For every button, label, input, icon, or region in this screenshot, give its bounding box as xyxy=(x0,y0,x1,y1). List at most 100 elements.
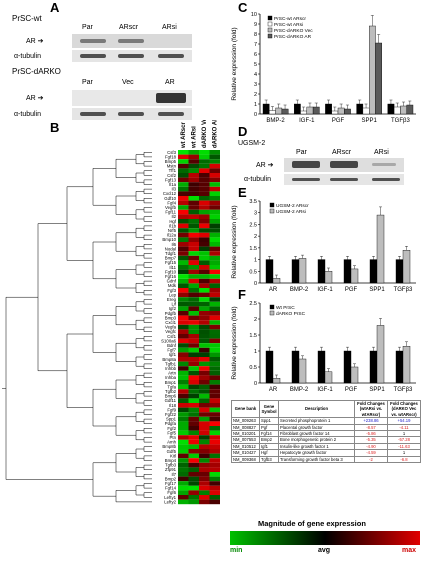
heatmap-cell xyxy=(178,398,189,403)
bar xyxy=(298,258,307,284)
heatmap-cell xyxy=(199,338,210,344)
heatmap-cell xyxy=(199,242,210,247)
y-axis-label: Relative expression (fold) xyxy=(231,27,238,100)
gene-label: Fgf5 xyxy=(167,430,176,435)
gene-label: Amh xyxy=(167,440,176,445)
heatmap-cell xyxy=(178,366,189,371)
heatmap-cell xyxy=(199,150,210,155)
gene-label: Gdnf xyxy=(167,279,177,284)
heatmap-cell xyxy=(209,458,220,463)
heatmap-cell xyxy=(199,380,210,385)
y-tick-label: 2 xyxy=(254,92,257,98)
heatmap-cell xyxy=(209,228,220,233)
gene-label: Lefty1 xyxy=(164,495,176,500)
heatmap-cell xyxy=(178,205,189,210)
heatmap-cell xyxy=(199,467,210,472)
heatmap-cell xyxy=(178,311,189,316)
wt-tub-band-1 xyxy=(118,54,144,58)
heatmap-cell xyxy=(188,352,199,357)
gene-label: Gdf5 xyxy=(167,449,177,454)
heatmap-cell xyxy=(209,485,220,491)
x-tick-label: PGF xyxy=(332,118,345,124)
heatmap-cell xyxy=(209,255,220,261)
gene-label: Tgfb3 xyxy=(165,463,177,468)
heatmap-cell xyxy=(199,453,210,459)
table-cell: -2 xyxy=(354,455,388,464)
heatmap-cell xyxy=(178,426,189,431)
gene-label: Inhbb xyxy=(165,366,176,371)
y-tick-label: 8 xyxy=(254,32,257,38)
wt-tub-band-2 xyxy=(158,54,184,58)
gene-label: Spp1 xyxy=(166,417,177,422)
heatmap-cell xyxy=(188,288,199,293)
y-tick-label: 2.5 xyxy=(249,301,257,307)
heatmap-cell xyxy=(178,306,189,311)
table-cell: Transforming growth factor beta 3 xyxy=(278,455,355,464)
heatmap-cell xyxy=(209,430,220,436)
scale-gradient xyxy=(230,531,420,545)
y-tick-label: 3 xyxy=(254,211,257,217)
heatmap-cell xyxy=(199,182,210,187)
heatmap-cell xyxy=(199,389,210,394)
heatmap-cell xyxy=(209,320,220,325)
table-row: NM_010512 Igf1 Insulin-like growth factor … xyxy=(231,442,421,451)
heatmap-cell xyxy=(178,495,189,500)
y-tick-label: 2 xyxy=(254,317,257,323)
gene-label: Mdk xyxy=(168,283,177,288)
heatmap-cell xyxy=(209,191,220,196)
heatmap-cell xyxy=(199,246,210,252)
heatmap-cell xyxy=(199,223,210,229)
scale-avg: avg xyxy=(318,547,331,554)
heatmap-cell xyxy=(199,274,210,279)
heatmap-cell xyxy=(209,163,220,169)
gene-label: Cxcl1 xyxy=(165,320,176,325)
heatmap-cell xyxy=(188,462,199,468)
heatmap-cell xyxy=(188,320,199,325)
ugsm-ar-label: AR ➔ xyxy=(256,162,274,169)
wt-blot-title: PrSC-wt xyxy=(12,14,42,23)
dendrogram xyxy=(2,152,152,503)
x-tick-label: SPP1 xyxy=(369,387,385,393)
heatmap-cell xyxy=(199,311,210,316)
x-tick-label: BMP-2 xyxy=(266,118,285,124)
heatmap-cell xyxy=(188,495,199,500)
bar xyxy=(406,104,414,115)
heatmap-cell xyxy=(209,173,220,178)
heatmap-cell xyxy=(178,338,189,344)
bar xyxy=(402,346,411,384)
ugsm-ar-blot xyxy=(284,158,404,172)
heatmap-cell xyxy=(188,481,199,486)
heatmap-cell xyxy=(178,472,189,477)
heatmap-cell xyxy=(178,407,189,413)
heatmap-cell xyxy=(199,320,210,325)
x-tick-label: AR xyxy=(269,287,278,293)
heatmap-cell xyxy=(178,265,189,270)
gene-label: Ptn xyxy=(170,435,177,440)
th-symbol: Gene Symbol xyxy=(259,399,279,419)
heatmap-cell xyxy=(188,214,199,219)
gene-label: Il12a xyxy=(167,233,177,238)
heatmap-cell xyxy=(188,209,199,215)
y-tick-label: 0 xyxy=(254,281,257,287)
heatmap-cell xyxy=(199,495,210,500)
heatmap-column-headers: wt ARscr wt ARsi dARKO Vec dARKO AR xyxy=(181,120,219,149)
y-tick-label: 1 xyxy=(254,349,257,355)
table-row: NM_008827 Pgf Placental growth factor -8.57… xyxy=(231,423,421,432)
table-cell: NM_010427 xyxy=(231,449,260,457)
fold-change-table: Gene bank Gene Symbol Description Fold C… xyxy=(231,399,421,464)
heatmap-cell xyxy=(199,260,210,265)
bar xyxy=(376,325,385,384)
bar xyxy=(325,103,332,115)
heatmap-cell xyxy=(178,481,189,486)
heatmap-cell xyxy=(209,301,220,307)
gene-label: Bmp6 xyxy=(165,394,177,399)
heatmap-cell xyxy=(199,485,210,491)
heatmap-cell xyxy=(199,375,210,380)
heatmap-cell xyxy=(188,370,199,376)
heatmap-cell xyxy=(199,366,210,371)
heatmap-cell xyxy=(178,246,189,252)
heatmap-cell xyxy=(188,228,199,233)
heatmap-cell xyxy=(188,407,199,413)
heatmap-cell xyxy=(188,191,199,196)
th-fold-2: Fold Changes (dARKO Vec vs. wtARscr) xyxy=(387,399,421,419)
